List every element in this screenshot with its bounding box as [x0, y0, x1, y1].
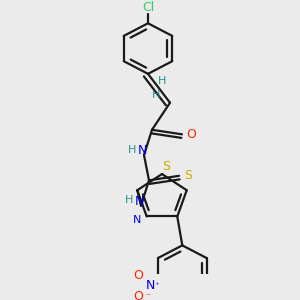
Text: H: H — [128, 145, 136, 155]
Text: S: S — [184, 169, 192, 182]
Text: H: H — [152, 91, 160, 100]
Text: H: H — [158, 76, 166, 86]
Text: N: N — [134, 195, 144, 208]
Text: N: N — [137, 144, 147, 157]
Text: O: O — [186, 128, 196, 141]
Text: ⁻: ⁻ — [146, 293, 151, 300]
Text: S: S — [162, 160, 170, 173]
Text: N: N — [146, 279, 155, 292]
Text: O: O — [133, 290, 143, 300]
Text: ⁺: ⁺ — [154, 280, 158, 290]
Text: N: N — [133, 215, 141, 225]
Text: Cl: Cl — [142, 1, 154, 13]
Text: O: O — [133, 269, 143, 282]
Text: H: H — [125, 195, 133, 205]
